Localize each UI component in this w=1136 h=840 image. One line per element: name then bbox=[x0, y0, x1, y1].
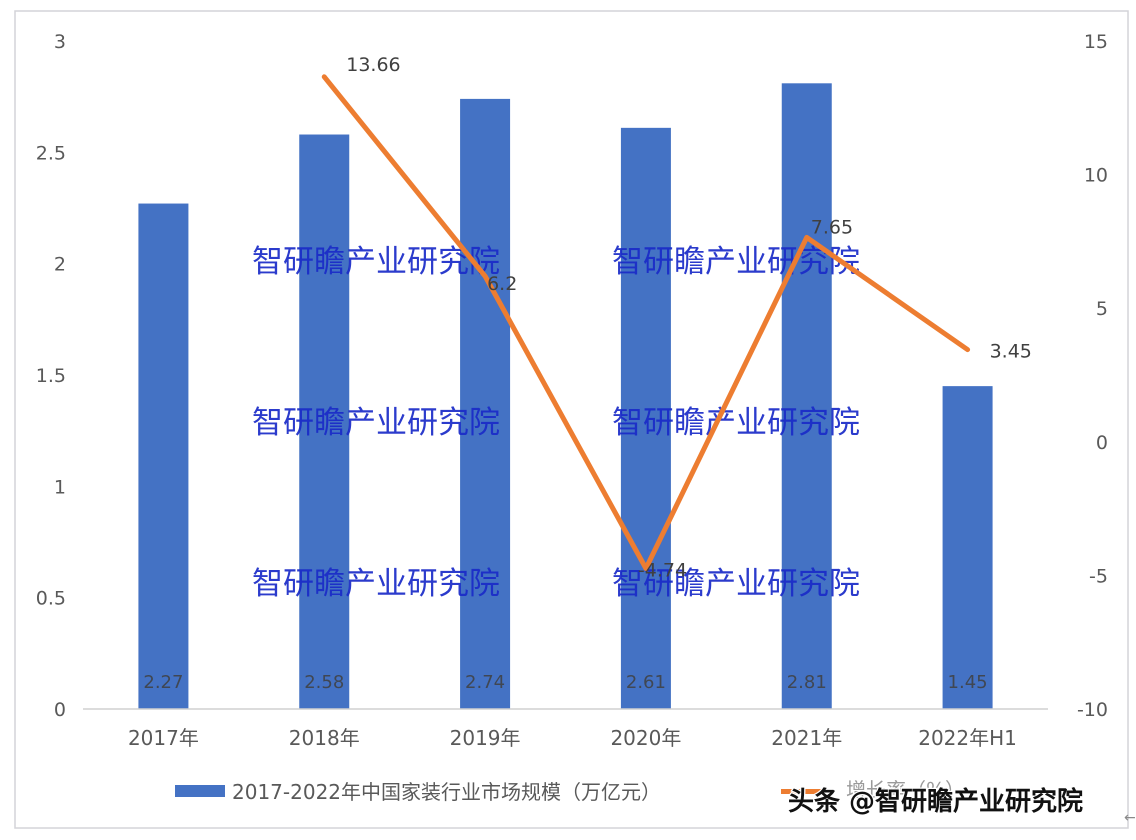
left-axis-tick: 3 bbox=[54, 31, 66, 53]
watermark-text: 智研瞻产业研究院 bbox=[612, 244, 860, 280]
left-axis-tick: 2.5 bbox=[36, 142, 66, 164]
bar bbox=[620, 127, 671, 710]
source-credit: 头条 @智研瞻产业研究院 bbox=[788, 786, 1083, 817]
right-axis-tick: 5 bbox=[1096, 298, 1108, 320]
category-label: 2017年 bbox=[128, 726, 199, 750]
legend-bar-label: 2017-2022年中国家装行业市场规模（万亿元） bbox=[232, 780, 661, 804]
watermark-text: 智研瞻产业研究院 bbox=[252, 244, 500, 280]
right-axis-tick: -5 bbox=[1089, 565, 1108, 587]
line-value-label: 13.66 bbox=[346, 54, 400, 76]
legend-line-label: 增长率（%） bbox=[846, 778, 965, 802]
corner-arrow-icon: ← bbox=[1124, 810, 1136, 826]
category-label: 2020年 bbox=[610, 726, 681, 750]
right-axis-tick: 10 bbox=[1084, 165, 1108, 187]
left-axis-tick: 0 bbox=[54, 699, 66, 721]
line-value-label: -4.74 bbox=[638, 559, 687, 581]
chart-frame bbox=[14, 10, 1129, 829]
bar bbox=[781, 83, 832, 710]
line-value-label: 6.2 bbox=[487, 273, 517, 295]
bar-value-label: 2.74 bbox=[465, 672, 505, 693]
category-label: 2018年 bbox=[289, 726, 360, 750]
left-axis-tick: 0.5 bbox=[36, 588, 66, 610]
bar-value-label: 2.27 bbox=[143, 672, 183, 693]
bar bbox=[460, 98, 511, 710]
bar-value-label: 1.45 bbox=[948, 672, 988, 693]
legend: 2017-2022年中国家装行业市场规模（万亿元） 增长率（%） bbox=[175, 778, 965, 804]
left-axis-tick: 2 bbox=[54, 254, 66, 276]
line-data-labels: 13.66 6.2 -4.74 7.65 3.45 bbox=[346, 54, 1032, 582]
watermark-text: 智研瞻产业研究院 bbox=[252, 405, 500, 441]
bar-series bbox=[138, 83, 993, 710]
bar bbox=[138, 203, 189, 709]
left-axis-tick: 1 bbox=[54, 476, 66, 498]
right-axis-tick: 15 bbox=[1084, 31, 1108, 53]
left-axis-ticks: 0 0.5 1 1.5 2 2.5 3 bbox=[36, 31, 66, 721]
bar-value-label: 2.61 bbox=[626, 672, 666, 693]
line-value-label: 7.65 bbox=[811, 216, 853, 238]
right-axis-tick: 0 bbox=[1096, 432, 1108, 454]
category-label: 2019年 bbox=[450, 726, 521, 750]
category-label: 2022年H1 bbox=[918, 726, 1017, 750]
bar-data-labels: 2.27 2.58 2.74 2.61 2.81 1.45 bbox=[143, 672, 987, 693]
category-axis-labels: 2017年 2018年 2019年 2020年 2021年 2022年H1 bbox=[128, 726, 1017, 750]
left-axis-tick: 1.5 bbox=[36, 365, 66, 387]
bar-value-label: 2.81 bbox=[787, 672, 827, 693]
legend-line-swatch bbox=[781, 789, 821, 794]
growth-rate-line bbox=[321, 74, 971, 571]
legend-bar-swatch bbox=[175, 785, 225, 797]
bar bbox=[299, 134, 350, 709]
right-axis-ticks: -10 -5 0 5 10 15 bbox=[1077, 31, 1108, 721]
right-axis-tick: -10 bbox=[1077, 699, 1108, 721]
bar bbox=[942, 386, 993, 709]
line-value-label: 3.45 bbox=[990, 341, 1032, 363]
watermark-text: 智研瞻产业研究院 bbox=[612, 405, 860, 441]
bar-value-label: 2.58 bbox=[304, 672, 344, 693]
watermark-text: 智研瞻产业研究院 bbox=[612, 566, 860, 602]
watermark-text: 智研瞻产业研究院 bbox=[252, 566, 500, 602]
category-label: 2021年 bbox=[771, 726, 842, 750]
